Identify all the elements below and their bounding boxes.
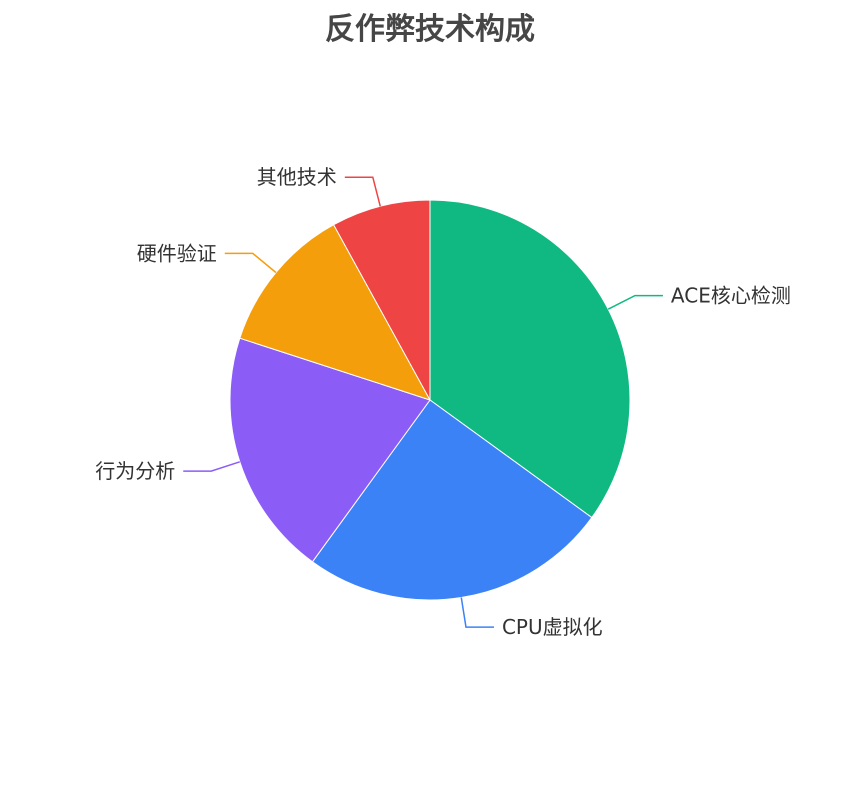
slice-label: 硬件验证 xyxy=(137,241,217,265)
label-leader-line xyxy=(344,176,381,207)
label-leader-line xyxy=(224,252,277,274)
label-leader-line xyxy=(607,294,663,310)
label-leader-line xyxy=(183,461,241,472)
pie-slice[interactable] xyxy=(429,199,631,519)
pie-slice[interactable] xyxy=(332,199,431,401)
slice-label: CPU虚拟化 xyxy=(502,615,603,639)
pie-slice[interactable] xyxy=(229,337,431,563)
slice-label: 其他技术 xyxy=(257,165,337,189)
chart-title: 反作弊技术构成 xyxy=(325,12,535,47)
label-leader-line xyxy=(460,597,494,628)
pie-slice[interactable] xyxy=(239,224,432,401)
pie-slice[interactable] xyxy=(311,399,593,601)
slice-label: 行为分析 xyxy=(95,459,175,483)
slice-label: ACE核心检测 xyxy=(671,284,791,308)
